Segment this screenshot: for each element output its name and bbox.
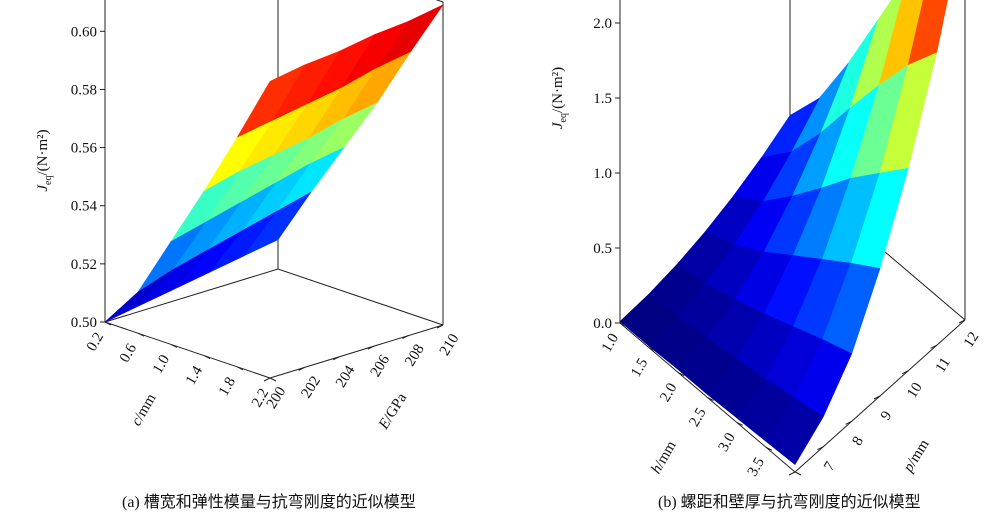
z-tick-label: 0.58 [71, 82, 97, 98]
surface-plot-b: 1.01.52.02.53.03.54.067891011120.00.51.0… [550, 0, 983, 504]
y-tick [873, 395, 881, 400]
caption-b: (b) 螺距和壁厚与抗弯刚度的近似模型 [658, 494, 921, 511]
chart-a: 0.2 0.6 1.0 1.4 1.8 2.2 200 202 204 206 208 210 0.50… [35, 0, 462, 433]
x-tick-label: 3.5 [745, 455, 768, 479]
x-tick-label: 0.6 [117, 341, 140, 366]
x-tick [170, 343, 178, 348]
z-tick-label: 0.52 [71, 257, 97, 273]
x-tick-label: 1.0 [150, 352, 173, 376]
y-tick [788, 471, 796, 476]
x-tick [137, 332, 145, 337]
x-tick [236, 366, 244, 371]
y-tick [958, 319, 966, 324]
y-tick [332, 356, 340, 361]
y-tick-label: 9 [878, 408, 896, 423]
y-axis-title: p/mm [900, 437, 933, 476]
z-tick-label: 0.56 [71, 141, 98, 157]
z-tick-label: 0.50 [71, 315, 97, 331]
x-tick-label: 2.5 [686, 405, 709, 429]
y-tick-label: 8 [850, 434, 868, 449]
y-tick [436, 324, 444, 329]
y-tick-label: 204 [333, 362, 359, 390]
x-axis-line [104, 321, 271, 379]
z-tick-label: 0.5 [593, 241, 612, 257]
y-tick-label: 208 [402, 342, 427, 370]
surface-patch [104, 269, 173, 323]
y-axis-line [269, 324, 444, 379]
x-tick-label: 1.5 [628, 356, 651, 380]
x-tick-label: 1.8 [216, 375, 239, 399]
x-tick [619, 322, 627, 327]
z-tick-label: 0.0 [593, 316, 612, 332]
x-axis-title: h/mm [648, 438, 680, 477]
z-tick-label: 1.5 [593, 91, 612, 107]
y-tick-label: 7 [821, 459, 839, 474]
caption-a: (a) 槽宽和弹性模量与抗弯刚度的近似模型 [122, 494, 416, 511]
y-tick [263, 377, 271, 382]
z-tick-label: 0.54 [71, 199, 98, 215]
y-tick [367, 345, 375, 350]
y-tick-label: 10 [904, 380, 926, 401]
y-tick-label: 12 [961, 329, 983, 350]
y-tick [930, 344, 937, 349]
z-tick-label: 0.60 [71, 24, 97, 40]
x-tick-label: 0.2 [84, 330, 107, 354]
x-tick-label: 3.0 [716, 430, 739, 454]
z-tick-label: 2.0 [593, 16, 612, 32]
y-tick [845, 420, 852, 425]
x-tick [736, 421, 743, 426]
y-axis-title: E/GPa [375, 390, 410, 433]
x-tick [765, 446, 773, 451]
z-axis-title: Jeq/(N·m²) [550, 67, 569, 129]
y-tick-label: 11 [933, 355, 954, 376]
x-tick [678, 372, 685, 377]
axis-box-floor [104, 268, 444, 326]
x-tick [707, 397, 714, 401]
surface-patch [765, 397, 824, 465]
y-tick [402, 335, 409, 340]
x-axis-title: c/mm [129, 391, 160, 429]
x-tick-label: 2.0 [657, 381, 680, 405]
y-tick-label: 210 [437, 331, 462, 359]
y-tick-label: 200 [264, 384, 289, 412]
y-tick [298, 366, 305, 371]
z-tick-label: 1.0 [593, 166, 612, 182]
x-tick [794, 471, 802, 476]
x-tick [269, 377, 277, 382]
x-tick [648, 347, 656, 352]
x-tick-label: 1.0 [599, 331, 622, 355]
x-tick [104, 321, 112, 326]
y-tick [817, 446, 824, 451]
x-tick [203, 355, 211, 360]
chart-b: 1.01.52.02.53.03.54.067891011120.00.51.0… [500, 0, 1000, 521]
y-tick-label: 202 [298, 374, 323, 402]
y-tick-label: 206 [368, 352, 394, 380]
z-axis-title: Jeq/(N·m²) [35, 129, 54, 191]
x-tick-label: 1.4 [183, 363, 206, 388]
y-tick [902, 370, 909, 375]
